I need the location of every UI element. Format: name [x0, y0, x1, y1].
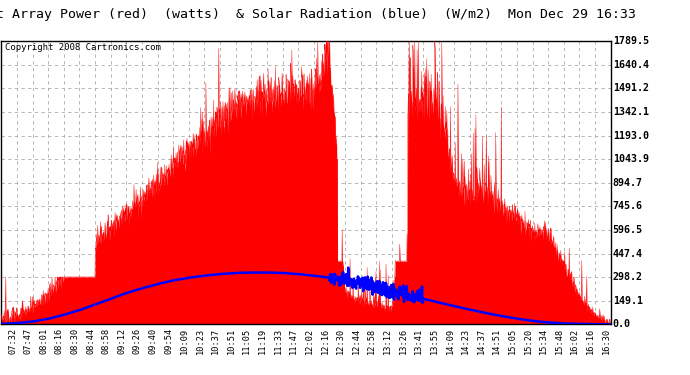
Text: 11:33: 11:33	[273, 327, 283, 354]
Text: 745.6: 745.6	[613, 201, 642, 211]
Text: 12:44: 12:44	[352, 327, 361, 354]
Text: 12:30: 12:30	[336, 327, 345, 354]
Text: 10:23: 10:23	[195, 327, 204, 354]
Text: 298.2: 298.2	[613, 272, 642, 282]
Text: 07:47: 07:47	[23, 327, 32, 354]
Text: 0.0: 0.0	[613, 320, 631, 329]
Text: 1043.9: 1043.9	[613, 154, 649, 164]
Text: 11:05: 11:05	[242, 327, 251, 354]
Text: 149.1: 149.1	[613, 296, 642, 306]
Text: 16:30: 16:30	[602, 327, 611, 354]
Text: 09:54: 09:54	[164, 327, 173, 354]
Text: 08:44: 08:44	[86, 327, 95, 354]
Text: 09:26: 09:26	[133, 327, 142, 354]
Text: 09:40: 09:40	[148, 327, 157, 354]
Text: 13:41: 13:41	[414, 327, 423, 354]
Text: 08:30: 08:30	[70, 327, 79, 354]
Text: 16:02: 16:02	[571, 327, 580, 354]
Text: 894.7: 894.7	[613, 178, 642, 188]
Text: 13:12: 13:12	[383, 327, 392, 354]
Text: 13:55: 13:55	[430, 327, 439, 354]
Text: 14:23: 14:23	[461, 327, 470, 354]
Text: 15:48: 15:48	[555, 327, 564, 354]
Text: 15:20: 15:20	[524, 327, 533, 354]
Text: 14:09: 14:09	[446, 327, 455, 354]
Text: 16:16: 16:16	[586, 327, 595, 354]
Text: 15:05: 15:05	[508, 327, 517, 354]
Text: 12:16: 12:16	[320, 327, 329, 354]
Text: Copyright 2008 Cartronics.com: Copyright 2008 Cartronics.com	[5, 43, 161, 52]
Text: East Array Power (red)  (watts)  & Solar Radiation (blue)  (W/m2)  Mon Dec 29 16: East Array Power (red) (watts) & Solar R…	[0, 8, 635, 21]
Text: 07:32: 07:32	[8, 327, 17, 354]
Text: 12:58: 12:58	[367, 327, 376, 354]
Text: 596.5: 596.5	[613, 225, 642, 235]
Text: 1193.0: 1193.0	[613, 130, 649, 141]
Text: 14:37: 14:37	[477, 327, 486, 354]
Text: 10:09: 10:09	[180, 327, 189, 354]
Text: 11:19: 11:19	[258, 327, 267, 354]
Text: 14:51: 14:51	[492, 327, 502, 354]
Text: 10:51: 10:51	[227, 327, 236, 354]
Text: 1640.4: 1640.4	[613, 60, 649, 70]
Text: 08:58: 08:58	[101, 327, 110, 354]
Text: 1491.2: 1491.2	[613, 84, 649, 93]
Text: 08:16: 08:16	[55, 327, 64, 354]
Text: 11:47: 11:47	[289, 327, 298, 354]
Text: 07:18: 07:18	[0, 327, 1, 354]
Text: 447.4: 447.4	[613, 249, 642, 259]
Text: 08:01: 08:01	[39, 327, 48, 354]
Text: 1789.5: 1789.5	[613, 36, 649, 46]
Text: 1342.1: 1342.1	[613, 107, 649, 117]
Text: 10:37: 10:37	[211, 327, 220, 354]
Text: 13:26: 13:26	[399, 327, 408, 354]
Text: 12:02: 12:02	[305, 327, 314, 354]
Text: 09:12: 09:12	[117, 327, 126, 354]
Text: 15:34: 15:34	[539, 327, 548, 354]
